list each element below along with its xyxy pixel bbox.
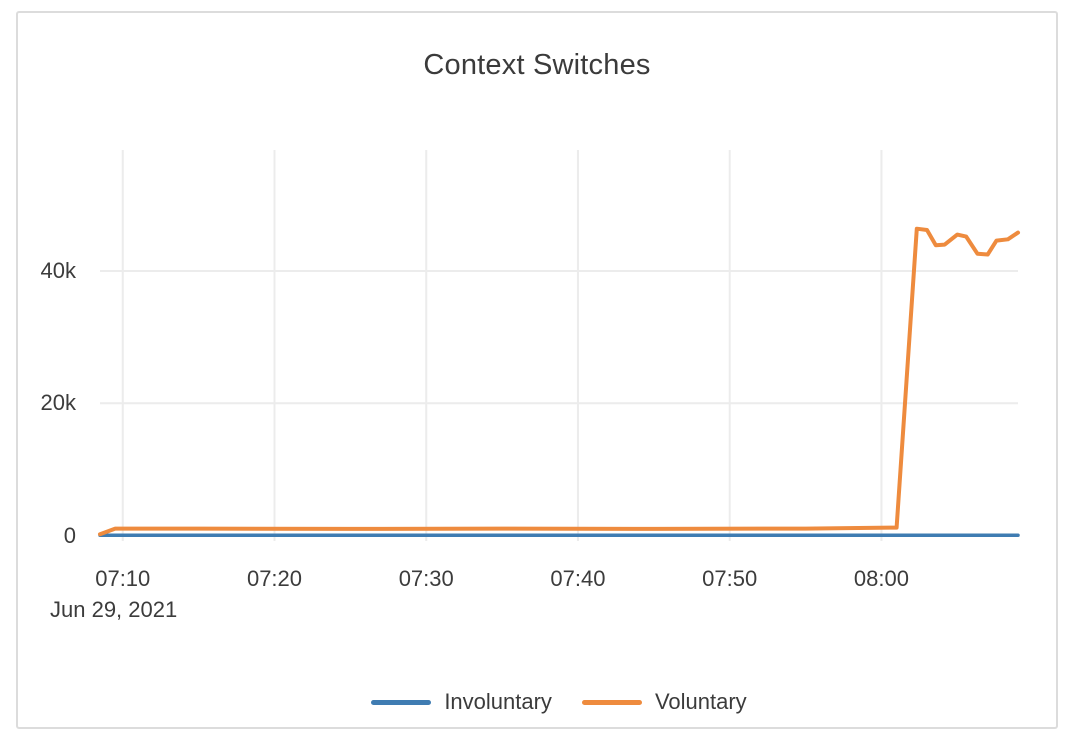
voluntary-line-swatch-icon (581, 699, 642, 705)
x-tick-label-07:30: 07:30 (398, 566, 454, 591)
x-tick-label-07:50: 07:50 (702, 566, 758, 591)
y-tick-label-20k: 20k (40, 390, 76, 416)
chart-title: Context Switches (423, 49, 651, 81)
y-tick-label-0: 0 (63, 522, 76, 548)
x-tick-label-07:40: 07:40 (550, 566, 606, 591)
y-tick-label-40k: 40k (40, 258, 76, 283)
x-axis-date-label: Jun 29, 2021 (50, 597, 178, 622)
legend-label-voluntary: Voluntary (654, 689, 747, 714)
series-line-voluntary[interactable] (98, 226, 1020, 537)
x-tick-label-07:20: 07:20 (246, 566, 303, 591)
legend-item-voluntary[interactable]: Voluntary (581, 689, 747, 715)
x-tick-label-08:00: 08:00 (853, 566, 909, 591)
x-tick-label-07:10: 07:10 (95, 566, 151, 591)
legend-item-involuntary[interactable]: Involuntary (371, 689, 552, 715)
legend-label-involuntary: Involuntary (444, 689, 552, 714)
chart-card (16, 11, 1058, 729)
chart-legend: Involuntary Voluntary (100, 689, 1018, 715)
involuntary-line-swatch-icon (371, 699, 432, 705)
